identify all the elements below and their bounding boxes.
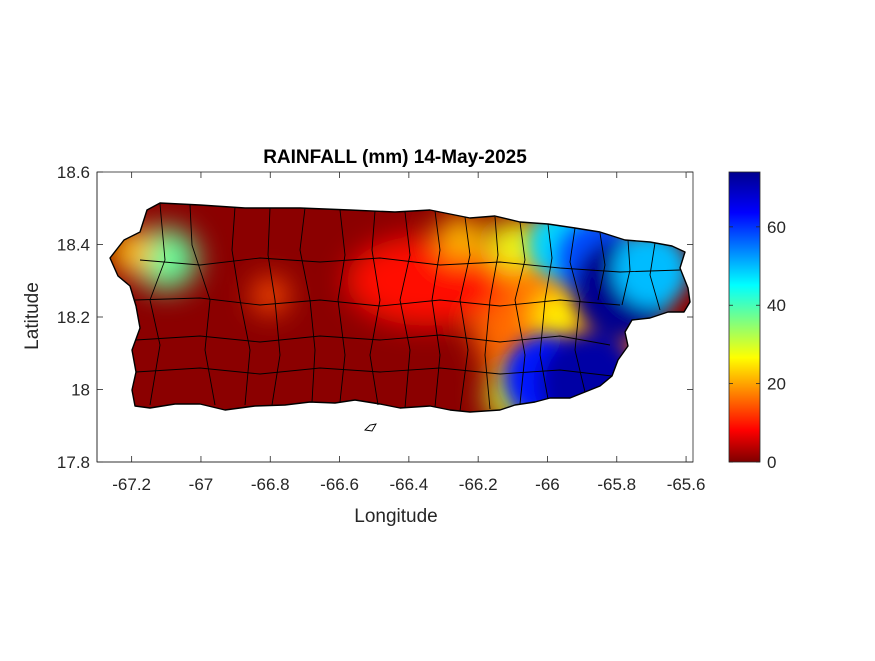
municipality-border [239,299,251,406]
municipality-border [399,211,411,301]
municipality-border [431,210,441,301]
municipality-border [459,216,471,301]
chart-title: RAINFALL (mm) 14-May-2025 [263,147,527,168]
municipality-border [149,203,166,301]
municipality-border [139,257,681,273]
x-tick-label: -66.6 [320,475,359,494]
municipality-border [597,232,606,301]
municipality-border [231,206,241,301]
y-axis-label: Latitude [22,282,43,350]
y-tick-label: 18.2 [57,308,90,327]
rainfall-field [110,203,690,412]
x-axis: -67.2 -67 -66.8 -66.6 -66.4 -66.2 -66 -65.8 -65.… [97,172,705,494]
islet-shape [364,423,377,432]
municipality-border [135,334,611,346]
municipality-border [544,223,553,301]
colorbar-tick-label: 60 [767,218,786,237]
municipality-border [649,242,661,311]
municipality-border [539,299,549,400]
colorbar-tick-label: 0 [767,453,776,472]
y-tick-label: 18.6 [57,163,90,182]
rain-cell [487,219,539,270]
municipality-border [574,299,586,393]
x-tick-label: -65.6 [667,475,706,494]
x-tick-label: -66 [535,475,560,494]
municipality-border [621,239,631,306]
municipality-border [204,299,216,406]
municipality-border [267,207,276,301]
rain-cell [613,232,689,308]
municipality-border [149,299,161,406]
x-tick-label: -66.4 [389,475,428,494]
y-axis: 17.8 18 18.2 18.4 18.6 [57,163,693,472]
rain-halo [346,235,507,326]
colorbar-ticks: 0 20 40 60 [729,218,786,472]
municipality-border [489,216,499,301]
colorbar [728,171,761,463]
municipality-borders [134,203,681,412]
rain-cell [438,215,483,260]
municipality-border [309,299,316,403]
island-coastline [109,202,691,413]
municipality-border [514,221,526,301]
municipality-border [514,299,526,405]
municipality-border [459,299,469,412]
x-tick-label: -66.2 [459,475,498,494]
municipality-border [299,207,311,301]
municipality-border [569,227,581,301]
x-axis-label: Longitude [354,506,437,527]
municipality-border [399,299,411,409]
colorbar-tick-label: 40 [767,296,786,315]
municipality-border [369,299,381,406]
municipality-border [189,204,211,301]
y-tick-label: 17.8 [57,453,90,472]
rain-cell [533,292,583,342]
municipality-border [135,367,613,377]
municipality-border [431,299,441,408]
municipality-border [484,299,491,410]
municipality-border [271,299,281,406]
y-tick-label: 18 [71,381,90,400]
colorbar-tick-label: 20 [767,375,786,394]
x-tick-label: -67.2 [112,475,151,494]
y-tick-label: 18.4 [57,236,90,255]
x-tick-label: -65.8 [597,475,636,494]
rain-cell [252,277,288,313]
x-tick-label: -67 [189,475,214,494]
municipality-border [134,297,621,307]
municipality-border [337,209,346,301]
x-tick-label: -66.8 [251,475,290,494]
municipality-border [337,299,346,403]
municipality-border [371,210,381,301]
